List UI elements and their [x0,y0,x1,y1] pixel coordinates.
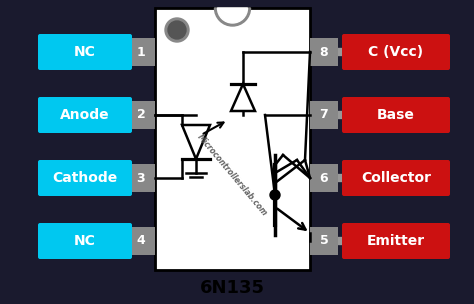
FancyBboxPatch shape [342,160,450,196]
Text: Cathode: Cathode [52,171,118,185]
Text: C (Vcc): C (Vcc) [368,45,424,59]
Bar [127,38,155,66]
Bar [310,38,338,66]
Bar [310,101,338,129]
Text: NC: NC [74,45,96,59]
Circle shape [168,21,186,39]
Text: NC: NC [74,234,96,248]
Bar [155,8,310,270]
FancyBboxPatch shape [342,97,450,133]
Text: Collector: Collector [361,171,431,185]
Text: 4: 4 [137,234,146,247]
Text: 2: 2 [137,109,146,122]
Bar [127,227,155,255]
Text: Anode: Anode [60,108,110,122]
Bar [127,101,155,129]
Bar [127,164,155,192]
Text: Base: Base [377,108,415,122]
Circle shape [165,18,189,42]
Text: Emitter: Emitter [367,234,425,248]
Polygon shape [231,84,255,111]
Circle shape [270,190,280,200]
Wedge shape [215,8,250,26]
Bar [310,164,338,192]
FancyBboxPatch shape [342,223,450,259]
Text: 6N135: 6N135 [200,279,265,297]
Text: 1: 1 [137,46,146,58]
Text: 3: 3 [137,171,146,185]
Bar [310,227,338,255]
FancyBboxPatch shape [342,34,450,70]
Text: 6: 6 [319,171,328,185]
Polygon shape [182,125,210,159]
Text: Microcontrollerslab.com: Microcontrollerslab.com [195,132,269,218]
FancyBboxPatch shape [38,97,132,133]
FancyBboxPatch shape [38,160,132,196]
FancyBboxPatch shape [38,34,132,70]
Text: 7: 7 [319,109,328,122]
Text: 5: 5 [319,234,328,247]
Wedge shape [218,8,247,23]
FancyBboxPatch shape [38,223,132,259]
Text: 8: 8 [319,46,328,58]
